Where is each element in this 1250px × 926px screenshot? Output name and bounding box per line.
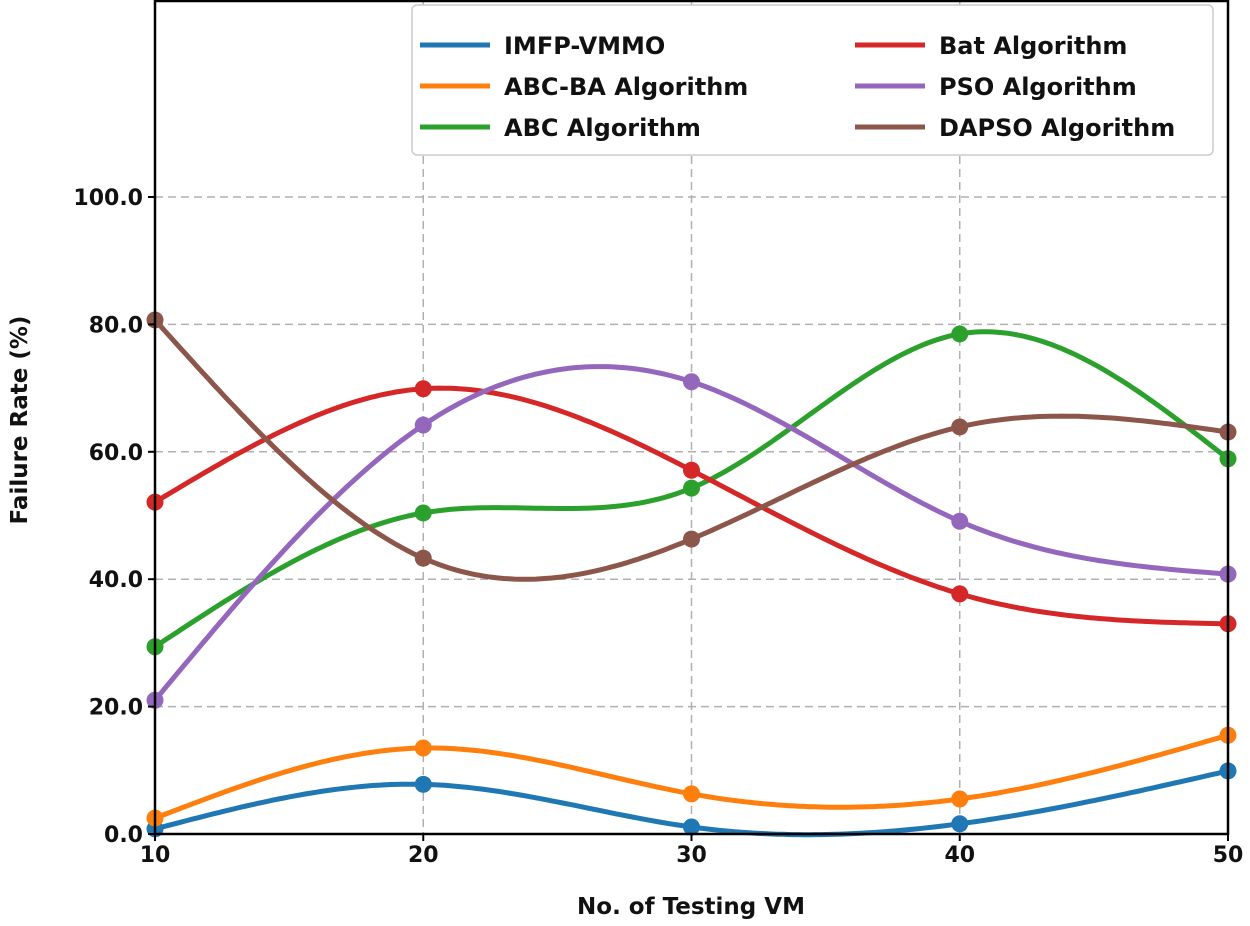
legend-label: Bat Algorithm bbox=[939, 32, 1127, 60]
legend-item: PSO Algorithm bbox=[855, 73, 1137, 101]
legend: IMFP-VMMO ABC-BA Algorithm ABC Algorithm Ba… bbox=[411, 4, 1214, 156]
data-point bbox=[414, 416, 432, 434]
y-tick-label: 20.0 bbox=[89, 696, 143, 721]
data-point bbox=[951, 325, 969, 343]
y-tick-label: 40.0 bbox=[89, 568, 143, 593]
legend-item: IMFP-VMMO bbox=[420, 32, 665, 60]
legend-item: Bat Algorithm bbox=[855, 32, 1127, 60]
data-point bbox=[683, 530, 700, 548]
data-point bbox=[414, 380, 432, 398]
data-point bbox=[683, 479, 700, 497]
y-tick-label: 100.0 bbox=[73, 186, 143, 211]
x-tick-label: 20 bbox=[408, 843, 439, 868]
legend-label: IMFP-VMMO bbox=[504, 32, 665, 60]
data-point bbox=[951, 418, 969, 436]
x-tick-label: 40 bbox=[944, 843, 975, 868]
y-axis-label: Failure Rate (%) bbox=[7, 316, 33, 525]
data-point bbox=[414, 504, 432, 522]
x-tick-label: 50 bbox=[1213, 843, 1244, 868]
series-abc-algorithm bbox=[146, 325, 1237, 656]
data-point bbox=[683, 785, 700, 803]
data-point bbox=[414, 739, 432, 757]
data-point bbox=[683, 818, 700, 836]
legend-item: ABC-BA Algorithm bbox=[420, 73, 748, 101]
data-point bbox=[414, 549, 432, 567]
legend-label: PSO Algorithm bbox=[939, 73, 1137, 101]
data-point bbox=[683, 373, 700, 391]
series-lines bbox=[146, 311, 1237, 838]
data-point bbox=[951, 790, 969, 808]
y-tick-label: 0.0 bbox=[104, 823, 143, 848]
x-tick-label: 10 bbox=[140, 843, 171, 868]
x-axis-label: No. of Testing VM bbox=[577, 894, 805, 920]
data-point bbox=[951, 512, 969, 530]
ticks: 10 20 30 40 50 0.0 20.0 40.0 60.0 80.0 100.0 bbox=[73, 186, 1243, 868]
x-tick-label: 30 bbox=[676, 843, 707, 868]
legend-label: DAPSO Algorithm bbox=[939, 114, 1175, 142]
legend-box bbox=[411, 4, 1214, 156]
data-point bbox=[951, 815, 969, 833]
data-point bbox=[414, 775, 432, 793]
y-tick-label: 60.0 bbox=[89, 441, 143, 466]
data-point bbox=[951, 585, 969, 603]
y-tick-label: 80.0 bbox=[89, 313, 143, 338]
legend-label: ABC-BA Algorithm bbox=[504, 73, 748, 101]
data-point bbox=[683, 461, 700, 479]
legend-item: ABC Algorithm bbox=[420, 114, 701, 142]
series-abc-ba-algorithm bbox=[146, 726, 1237, 827]
legend-item: DAPSO Algorithm bbox=[855, 114, 1175, 142]
series-imfp-vmmo bbox=[146, 762, 1237, 838]
legend-label: ABC Algorithm bbox=[504, 114, 701, 142]
